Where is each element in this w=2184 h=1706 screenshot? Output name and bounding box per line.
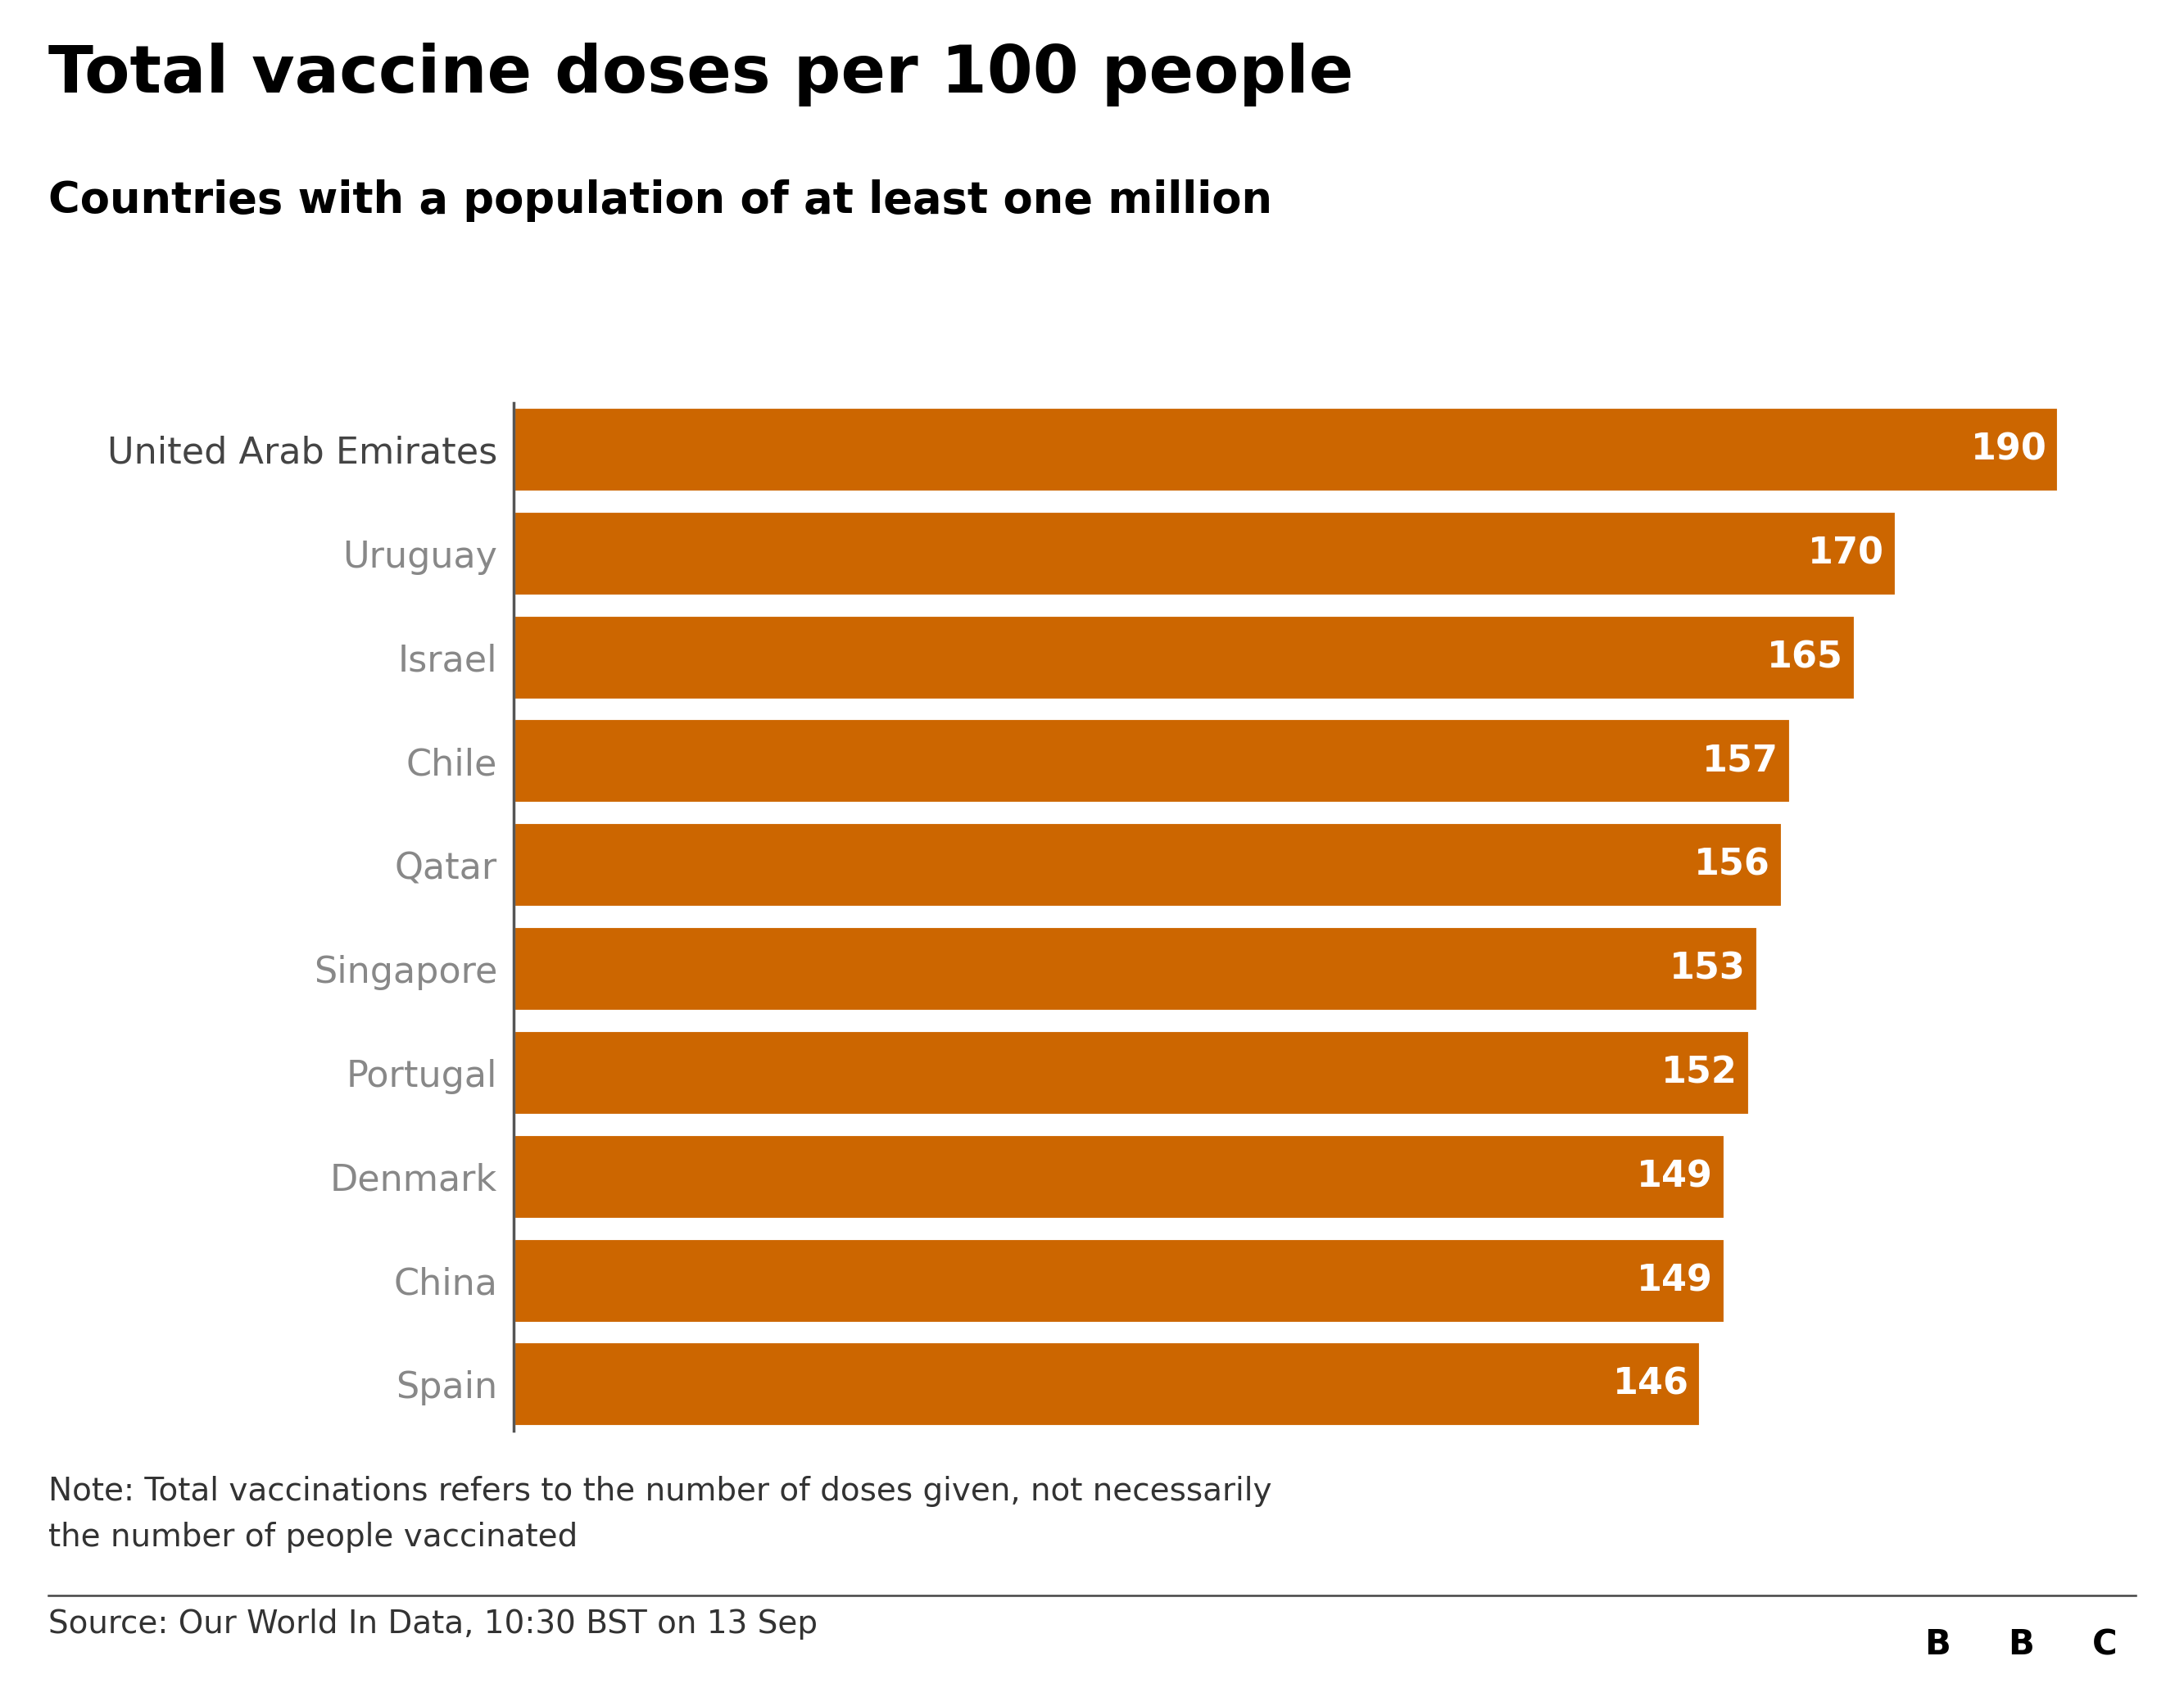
Text: Countries with a population of at least one million: Countries with a population of at least … — [48, 179, 1271, 222]
Text: 190: 190 — [1970, 432, 2046, 467]
Bar — [513, 1239, 1725, 1324]
Text: C: C — [2092, 1628, 2118, 1662]
Bar — [513, 1030, 1749, 1116]
Text: 149: 149 — [1638, 1158, 1712, 1194]
Text: Note: Total vaccinations refers to the number of doses given, not necessarily
th: Note: Total vaccinations refers to the n… — [48, 1476, 1271, 1552]
Bar — [513, 1343, 1701, 1426]
Bar — [513, 510, 1896, 595]
Text: B: B — [2009, 1628, 2033, 1662]
Text: Source: Our World In Data, 10:30 BST on 13 Sep: Source: Our World In Data, 10:30 BST on … — [48, 1609, 817, 1639]
Text: 152: 152 — [1662, 1056, 1738, 1090]
Text: 153: 153 — [1671, 952, 1745, 986]
Text: 170: 170 — [1808, 536, 1885, 572]
Bar — [513, 614, 1856, 699]
Text: 149: 149 — [1638, 1262, 1712, 1298]
Bar — [2068, 1605, 2143, 1684]
Bar — [513, 926, 1758, 1012]
Text: 146: 146 — [1612, 1367, 1688, 1402]
Text: 156: 156 — [1695, 848, 1771, 882]
Bar — [513, 718, 1791, 804]
Text: 157: 157 — [1701, 744, 1778, 778]
Text: Total vaccine doses per 100 people: Total vaccine doses per 100 people — [48, 43, 1354, 106]
Bar — [1983, 1605, 2060, 1684]
Bar — [513, 408, 2060, 491]
Bar — [513, 1134, 1725, 1220]
Text: B: B — [1924, 1628, 1950, 1662]
Text: 165: 165 — [1767, 640, 1843, 676]
Bar — [1900, 1605, 1974, 1684]
Bar — [513, 822, 1782, 908]
